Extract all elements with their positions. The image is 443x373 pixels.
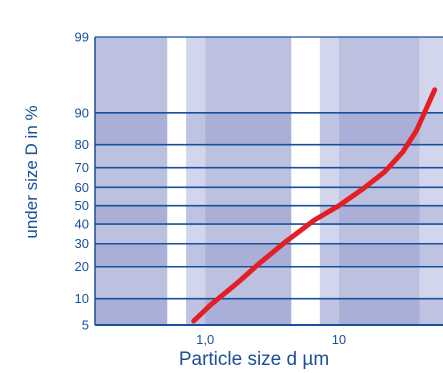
hband-3-5 [319, 298, 339, 325]
hband-1-6 [338, 205, 420, 225]
chart-grid [95, 111, 443, 300]
hband-1-3 [205, 205, 292, 225]
hband-1-2 [186, 205, 206, 225]
y-tick-label-60: 60 [75, 180, 89, 195]
series-line-0 [191, 87, 438, 324]
band-2 [186, 37, 206, 325]
hband-1-0 [95, 205, 168, 225]
y-tick-label-99: 99 [75, 30, 89, 45]
x-axis-title: Particle size d µm [179, 349, 329, 370]
hband-2-3 [205, 243, 292, 267]
x-tick-label-10: 10 [332, 332, 346, 347]
hband-3-7 [419, 298, 443, 325]
hband-0-6 [338, 112, 420, 145]
y-tick-label-80: 80 [75, 137, 89, 152]
hband-0-2 [186, 112, 206, 145]
hband-3-3 [205, 298, 292, 325]
y-tick-label-30: 30 [75, 236, 89, 251]
y-tick-label-40: 40 [75, 217, 89, 232]
band-7 [419, 37, 443, 325]
y-tick-label-20: 20 [75, 259, 89, 274]
chart-labels: Particle size d µm under size D in % [22, 105, 329, 370]
hband-1-7 [419, 205, 443, 225]
y-tick-label-70: 70 [75, 160, 89, 175]
hband-3-2 [186, 298, 206, 325]
y-axis-title: under size D in % [22, 105, 41, 238]
hband-0-5 [319, 112, 339, 145]
hband-0-0 [95, 112, 168, 145]
chart-bands [95, 37, 443, 325]
y-tick-label-50: 50 [75, 198, 89, 213]
hband-0-3 [205, 112, 292, 145]
y-tick-label-5: 5 [82, 318, 89, 333]
x-tick-label-1,0: 1,0 [196, 332, 214, 347]
hband-3-6 [338, 298, 420, 325]
band-6 [338, 37, 420, 325]
y-tick-label-10: 10 [75, 291, 89, 306]
band-5 [319, 37, 339, 325]
hband-2-7 [419, 243, 443, 267]
hband-2-5 [319, 243, 339, 267]
band-0 [95, 37, 168, 325]
hband-2-0 [95, 243, 168, 267]
hband-2-2 [186, 243, 206, 267]
hband-0-7 [419, 112, 443, 145]
band-3 [205, 37, 292, 325]
y-tick-label-90: 90 [75, 105, 89, 120]
hband-3-0 [95, 298, 168, 325]
hband-2-6 [338, 243, 420, 267]
chart-series [191, 87, 438, 324]
